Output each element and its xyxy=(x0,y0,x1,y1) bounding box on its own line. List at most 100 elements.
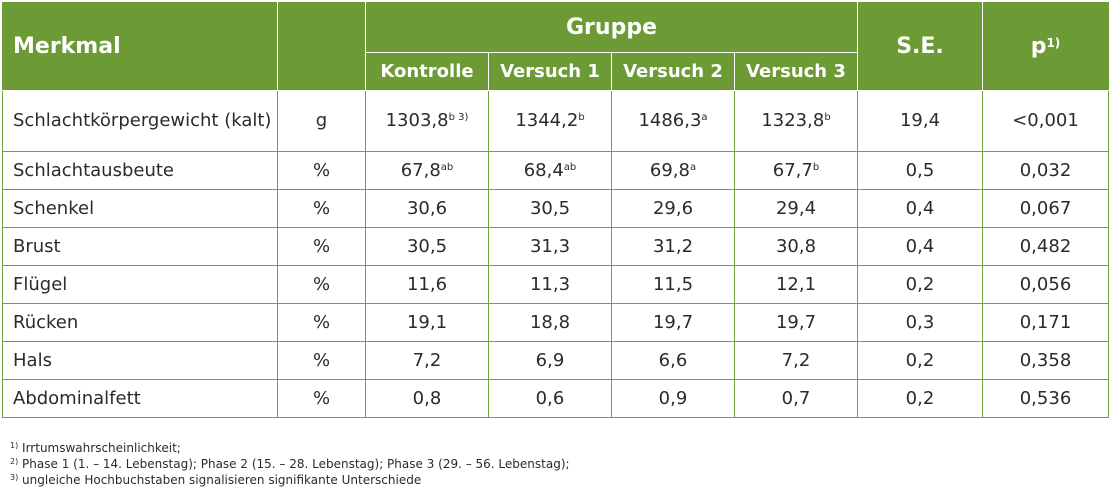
row-unit: % xyxy=(277,379,366,418)
cell-versuch-2: 29,6 xyxy=(611,189,735,228)
cell-versuch-3: 30,8 xyxy=(734,227,858,266)
cell-p: 0,067 xyxy=(982,189,1109,228)
table-body: Schlachtkörpergewicht (kalt) g 1303,8b 3… xyxy=(2,90,1109,418)
cell-superscript: b xyxy=(812,161,820,173)
cell-versuch-1: 18,8 xyxy=(488,303,612,342)
cell-p: 0,056 xyxy=(982,265,1109,304)
table-row: Rücken % 19,1 18,8 19,7 19,7 0,3 0,171 xyxy=(2,303,1109,342)
cell-versuch-3: 29,4 xyxy=(734,189,858,228)
table-row: Abdominalfett % 0,8 0,6 0,9 0,7 0,2 0,53… xyxy=(2,379,1109,418)
header-versuch-3: Versuch 3 xyxy=(734,52,858,91)
table-header: Merkmal Gruppe S.E. p1) Kontrolle Versuc… xyxy=(2,2,1109,91)
footnote-1: 1) Irrtumswahrscheinlichkeit; xyxy=(10,440,570,456)
cell-versuch-3: 0,7 xyxy=(734,379,858,418)
cell-superscript: ab xyxy=(563,161,577,173)
cell-value: 1303,8 xyxy=(385,110,449,132)
cell-p: 0,482 xyxy=(982,227,1109,266)
cell-versuch-3: 12,1 xyxy=(734,265,858,304)
row-unit: % xyxy=(277,303,366,342)
cell-p: 0,032 xyxy=(982,151,1109,190)
cell-p: 0,358 xyxy=(982,341,1109,380)
cell-value: 67,8 xyxy=(400,159,441,181)
row-label: Schenkel xyxy=(2,189,278,228)
cell-se: 0,2 xyxy=(857,379,983,418)
row-unit: % xyxy=(277,151,366,190)
cell-p: 0,171 xyxy=(982,303,1109,342)
cell-versuch-1: 11,3 xyxy=(488,265,612,304)
cell-kontrolle: 67,8ab xyxy=(365,151,489,190)
row-label: Hals xyxy=(2,341,278,380)
cell-versuch-2: 1486,3a xyxy=(611,90,735,152)
footnote-text: ungleiche Hochbuchstaben signalisieren s… xyxy=(22,473,422,487)
row-label: Rücken xyxy=(2,303,278,342)
footnote-2: 2) Phase 1 (1. – 14. Lebenstag); Phase 2… xyxy=(10,456,570,472)
cell-superscript: b xyxy=(824,112,831,124)
cell-se: 0,4 xyxy=(857,189,983,228)
cell-superscript: b xyxy=(578,112,585,124)
footnote-marker: 2) xyxy=(10,457,19,466)
cell-kontrolle: 0,8 xyxy=(365,379,489,418)
cell-versuch-3: 7,2 xyxy=(734,341,858,380)
cell-value: 68,4 xyxy=(523,159,564,181)
table-row: Brust % 30,5 31,3 31,2 30,8 0,4 0,482 xyxy=(2,227,1109,266)
cell-se: 0,4 xyxy=(857,227,983,266)
header-merkmal: Merkmal xyxy=(2,2,278,91)
cell-versuch-1: 31,3 xyxy=(488,227,612,266)
cell-versuch-2: 11,5 xyxy=(611,265,735,304)
cell-kontrolle: 30,5 xyxy=(365,227,489,266)
row-unit: % xyxy=(277,227,366,266)
header-versuch-2: Versuch 2 xyxy=(611,52,735,91)
cell-kontrolle: 7,2 xyxy=(365,341,489,380)
cell-versuch-2: 31,2 xyxy=(611,227,735,266)
table-row: Flügel % 11,6 11,3 11,5 12,1 0,2 0,056 xyxy=(2,265,1109,304)
table-row: Schlachtkörpergewicht (kalt) g 1303,8b 3… xyxy=(2,90,1109,152)
row-unit: % xyxy=(277,265,366,304)
cell-kontrolle: 30,6 xyxy=(365,189,489,228)
cell-versuch-3: 19,7 xyxy=(734,303,858,342)
cell-versuch-1: 30,5 xyxy=(488,189,612,228)
footnotes: 1) Irrtumswahrscheinlichkeit; 2) Phase 1… xyxy=(10,440,570,488)
cell-versuch-3: 1323,8b xyxy=(734,90,858,152)
table-row: Hals % 7,2 6,9 6,6 7,2 0,2 0,358 xyxy=(2,341,1109,380)
cell-kontrolle: 19,1 xyxy=(365,303,489,342)
header-gruppe: Gruppe xyxy=(365,2,858,53)
cell-value: 1344,2 xyxy=(515,110,579,132)
cell-superscript: ab xyxy=(440,161,454,173)
cell-versuch-1: 68,4ab xyxy=(488,151,612,190)
row-unit: % xyxy=(277,189,366,228)
row-label: Flügel xyxy=(2,265,278,304)
cell-se: 0,3 xyxy=(857,303,983,342)
header-se: S.E. xyxy=(857,2,983,91)
row-label: Brust xyxy=(2,227,278,266)
cell-versuch-2: 19,7 xyxy=(611,303,735,342)
header-p-footnote: 1) xyxy=(1046,36,1061,50)
cell-p: 0,536 xyxy=(982,379,1109,418)
cell-value: 69,8 xyxy=(649,159,690,181)
header-versuch-1: Versuch 1 xyxy=(488,52,612,91)
cell-kontrolle: 11,6 xyxy=(365,265,489,304)
cell-value: 1486,3 xyxy=(638,110,702,132)
footnote-3: 3) ungleiche Hochbuchstaben signalisiere… xyxy=(10,472,570,488)
row-unit: % xyxy=(277,341,366,380)
header-p: p1) xyxy=(982,2,1109,91)
cell-versuch-3: 67,7b xyxy=(734,151,858,190)
cell-kontrolle: 1303,8b 3) xyxy=(365,90,489,152)
cell-p: <0,001 xyxy=(982,90,1109,152)
header-p-label: p xyxy=(1030,34,1047,59)
table-row: Schenkel % 30,6 30,5 29,6 29,4 0,4 0,067 xyxy=(2,189,1109,228)
footnote-marker: 1) xyxy=(10,441,19,450)
cell-se: 0,5 xyxy=(857,151,983,190)
cell-superscript: a xyxy=(701,112,708,124)
row-label: Schlachtkörpergewicht (kalt) xyxy=(2,90,278,152)
row-label: Schlachtausbeute xyxy=(2,151,278,190)
cell-se: 0,2 xyxy=(857,265,983,304)
cell-versuch-1: 0,6 xyxy=(488,379,612,418)
header-kontrolle: Kontrolle xyxy=(365,52,489,91)
cell-versuch-2: 6,6 xyxy=(611,341,735,380)
footnote-text: Irrtumswahrscheinlichkeit; xyxy=(22,441,181,455)
cell-versuch-2: 69,8a xyxy=(611,151,735,190)
cell-versuch-2: 0,9 xyxy=(611,379,735,418)
footnote-marker: 3) xyxy=(10,473,19,482)
header-unit xyxy=(277,2,366,91)
cell-versuch-1: 1344,2b xyxy=(488,90,612,152)
